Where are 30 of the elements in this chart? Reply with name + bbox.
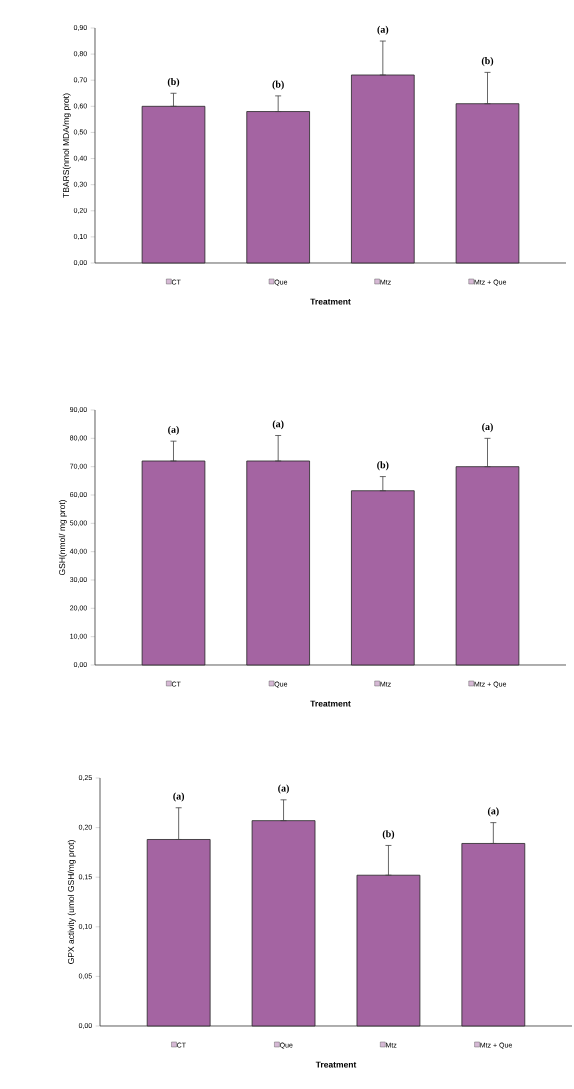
y-axis-title: GPX activity (umol GSH/mg prot) (67, 840, 76, 964)
annotation: (a) (168, 425, 179, 435)
bar (351, 490, 415, 666)
bar (251, 820, 316, 1027)
annotation: (a) (377, 25, 389, 35)
y-axis-title: TBARS(nmol MDA/mg prot) (62, 93, 71, 198)
annotation: (b) (481, 57, 494, 67)
bar (351, 74, 415, 264)
bar (246, 111, 310, 264)
annotation: (a) (173, 792, 185, 802)
bar (461, 843, 526, 1027)
bar (455, 103, 520, 264)
annotation: (a) (482, 423, 493, 433)
bar (356, 874, 421, 1027)
annotation: (b) (167, 77, 180, 88)
bar (141, 105, 206, 264)
bar (141, 460, 206, 666)
annotation: (a) (278, 784, 289, 794)
bar (146, 839, 211, 1027)
annotation: (b) (382, 830, 395, 840)
x-axis-title: Treatment (310, 298, 351, 305)
annotation: (a) (272, 420, 284, 430)
bar (246, 460, 310, 666)
bar (455, 466, 520, 666)
x-axis-title: Treatment (310, 700, 351, 707)
annotation: (b) (377, 461, 389, 471)
y-axis-title: GSH(nmol/ mg prot) (58, 500, 67, 576)
annotation: (a) (487, 807, 499, 817)
annotation: (b) (272, 80, 284, 90)
x-axis-title: Treatment (315, 1061, 357, 1068)
